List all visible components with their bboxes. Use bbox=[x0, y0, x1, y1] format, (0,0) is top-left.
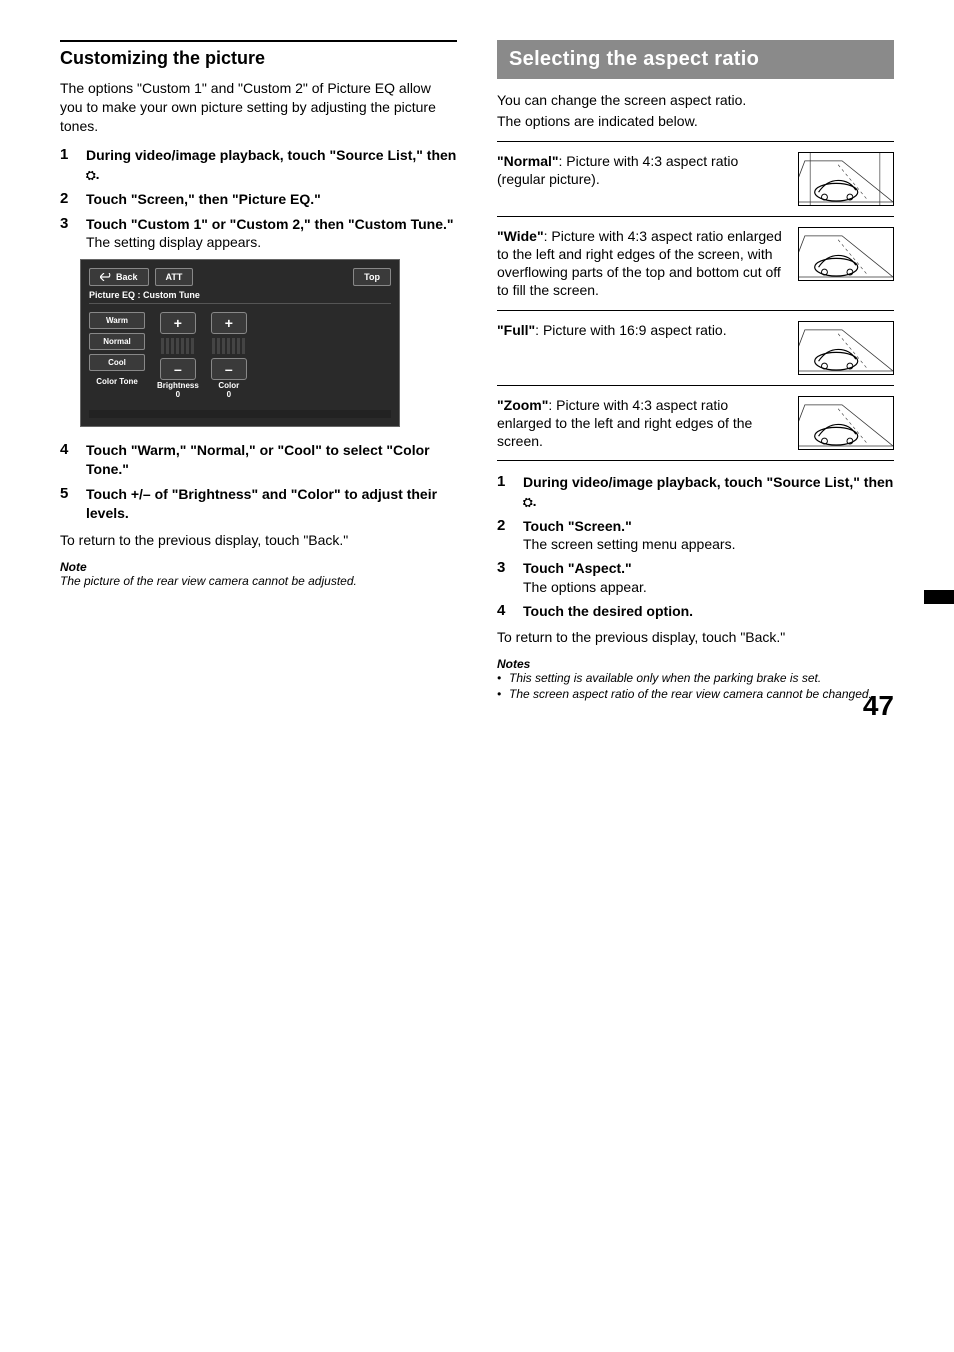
aspect-name: "Wide" bbox=[497, 228, 544, 244]
step-number: 2 bbox=[60, 190, 76, 209]
brightness-label: Brightness0 bbox=[157, 382, 199, 400]
step-1: 1 During video/image playback, touch "So… bbox=[497, 473, 894, 511]
step-4: 4 Touch the desired option. bbox=[497, 602, 894, 620]
note-body: The picture of the rear view camera cann… bbox=[60, 574, 457, 590]
left-heading: Customizing the picture bbox=[60, 48, 457, 69]
step-4: 4 Touch "Warm," "Normal," or "Cool" to s… bbox=[60, 441, 457, 479]
step-number: 4 bbox=[497, 602, 513, 620]
brightness-adjust: + – Brightness0 bbox=[157, 312, 199, 400]
aspect-row: "Full": Picture with 16:9 aspect ratio. bbox=[497, 315, 894, 386]
step-title: Touch "Screen," then "Picture EQ." bbox=[86, 191, 321, 207]
step-3: 3 Touch "Custom 1" or "Custom 2," then "… bbox=[60, 215, 457, 251]
back-button[interactable]: Back bbox=[89, 268, 149, 286]
aspect-name: "Zoom" bbox=[497, 397, 548, 413]
att-button[interactable]: ATT bbox=[155, 268, 194, 286]
left-intro: The options "Custom 1" and "Custom 2" of… bbox=[60, 79, 457, 136]
side-tab-marker bbox=[924, 590, 954, 604]
mock-footer-bar bbox=[89, 410, 391, 418]
step-text-pre: During video/image playback, touch "Sour… bbox=[523, 474, 893, 490]
aspect-name: "Normal" bbox=[497, 153, 559, 169]
aspect-thumb-wide bbox=[798, 227, 894, 281]
section-banner: Selecting the aspect ratio bbox=[497, 40, 894, 79]
note-item: This setting is available only when the … bbox=[497, 671, 894, 687]
left-column: Customizing the picture The options "Cus… bbox=[60, 40, 457, 702]
right-intro-1: You can change the screen aspect ratio. bbox=[497, 91, 894, 110]
step-number: 1 bbox=[497, 473, 513, 511]
back-arrow-icon bbox=[100, 273, 112, 281]
step-title: Touch the desired option. bbox=[523, 602, 894, 620]
aspect-text: "Zoom": Picture with 4:3 aspect ratio en… bbox=[497, 396, 786, 451]
note-item: The screen aspect ratio of the rear view… bbox=[497, 687, 894, 703]
aspect-row: "Wide": Picture with 4:3 aspect ratio en… bbox=[497, 221, 894, 311]
aspect-thumb-normal bbox=[798, 152, 894, 206]
step-text-post: . bbox=[96, 166, 100, 182]
aspect-thumb-zoom bbox=[798, 396, 894, 450]
brightness-minus-button[interactable]: – bbox=[160, 358, 196, 380]
step-number: 2 bbox=[497, 517, 513, 553]
settings-icon: ⛭ bbox=[523, 495, 533, 511]
tone-normal-button[interactable]: Normal bbox=[89, 333, 145, 350]
back-label: Back bbox=[116, 272, 138, 282]
page-number: 47 bbox=[863, 690, 894, 722]
aspect-desc: : Picture with 16:9 aspect ratio. bbox=[535, 322, 726, 338]
step-title: Touch "Custom 1" or "Custom 2," then "Cu… bbox=[86, 215, 457, 233]
aspect-text: "Wide": Picture with 4:3 aspect ratio en… bbox=[497, 227, 786, 300]
color-bars bbox=[212, 338, 245, 354]
tone-cool-button[interactable]: Cool bbox=[89, 354, 145, 371]
color-minus-button[interactable]: – bbox=[211, 358, 247, 380]
step-5: 5 Touch +/– of "Brightness" and "Color" … bbox=[60, 485, 457, 523]
aspect-text: "Full": Picture with 16:9 aspect ratio. bbox=[497, 321, 786, 339]
settings-icon: ⛭ bbox=[86, 168, 96, 184]
right-intro-2: The options are indicated below. bbox=[497, 112, 894, 131]
aspect-text: "Normal": Picture with 4:3 aspect ratio … bbox=[497, 152, 786, 188]
aspect-row: "Normal": Picture with 4:3 aspect ratio … bbox=[497, 141, 894, 217]
aspect-thumb-full bbox=[798, 321, 894, 375]
notes-heading: Notes bbox=[497, 657, 894, 671]
step-number: 3 bbox=[60, 215, 76, 251]
step-subtext: The setting display appears. bbox=[86, 233, 457, 251]
note-heading: Note bbox=[60, 560, 457, 574]
aspect-name: "Full" bbox=[497, 322, 535, 338]
step-subtext: The options appear. bbox=[523, 578, 894, 596]
step-text-pre: During video/image playback, touch "Sour… bbox=[86, 147, 456, 163]
color-plus-button[interactable]: + bbox=[211, 312, 247, 334]
color-label: Color0 bbox=[218, 382, 239, 400]
color-adjust: + – Color0 bbox=[211, 312, 247, 400]
step-title: During video/image playback, touch "Sour… bbox=[523, 474, 893, 509]
color-tone-label: Color Tone bbox=[89, 377, 145, 386]
step-2: 2 Touch "Screen," then "Picture EQ." bbox=[60, 190, 457, 209]
section-rule bbox=[60, 40, 457, 42]
step-number: 1 bbox=[60, 146, 76, 184]
step-subtext: The screen setting menu appears. bbox=[523, 535, 894, 553]
return-text: To return to the previous display, touch… bbox=[497, 628, 894, 647]
return-text: To return to the previous display, touch… bbox=[60, 531, 457, 550]
brightness-plus-button[interactable]: + bbox=[160, 312, 196, 334]
mock-title: Picture EQ : Custom Tune bbox=[89, 290, 391, 304]
aspect-row: "Zoom": Picture with 4:3 aspect ratio en… bbox=[497, 390, 894, 462]
step-number: 5 bbox=[60, 485, 76, 523]
aspect-list: "Normal": Picture with 4:3 aspect ratio … bbox=[497, 141, 894, 461]
step-number: 3 bbox=[497, 559, 513, 595]
brightness-bars bbox=[161, 338, 194, 354]
notes-list: This setting is available only when the … bbox=[497, 671, 894, 702]
step-number: 4 bbox=[60, 441, 76, 479]
step-2: 2 Touch "Screen." The screen setting men… bbox=[497, 517, 894, 553]
tone-warm-button[interactable]: Warm bbox=[89, 312, 145, 329]
step-title: During video/image playback, touch "Sour… bbox=[86, 147, 456, 182]
step-title: Touch +/– of "Brightness" and "Color" to… bbox=[86, 486, 437, 521]
right-column: Selecting the aspect ratio You can chang… bbox=[497, 40, 894, 702]
step-title: Touch "Screen." bbox=[523, 517, 894, 535]
step-3: 3 Touch "Aspect." The options appear. bbox=[497, 559, 894, 595]
step-1: 1 During video/image playback, touch "So… bbox=[60, 146, 457, 184]
step-text-post: . bbox=[533, 493, 537, 509]
custom-tune-mock: Back ATT Top Picture EQ : Custom Tune Wa… bbox=[80, 259, 400, 427]
top-button[interactable]: Top bbox=[353, 268, 391, 286]
step-title: Touch "Aspect." bbox=[523, 559, 894, 577]
step-title: Touch "Warm," "Normal," or "Cool" to sel… bbox=[86, 442, 430, 477]
